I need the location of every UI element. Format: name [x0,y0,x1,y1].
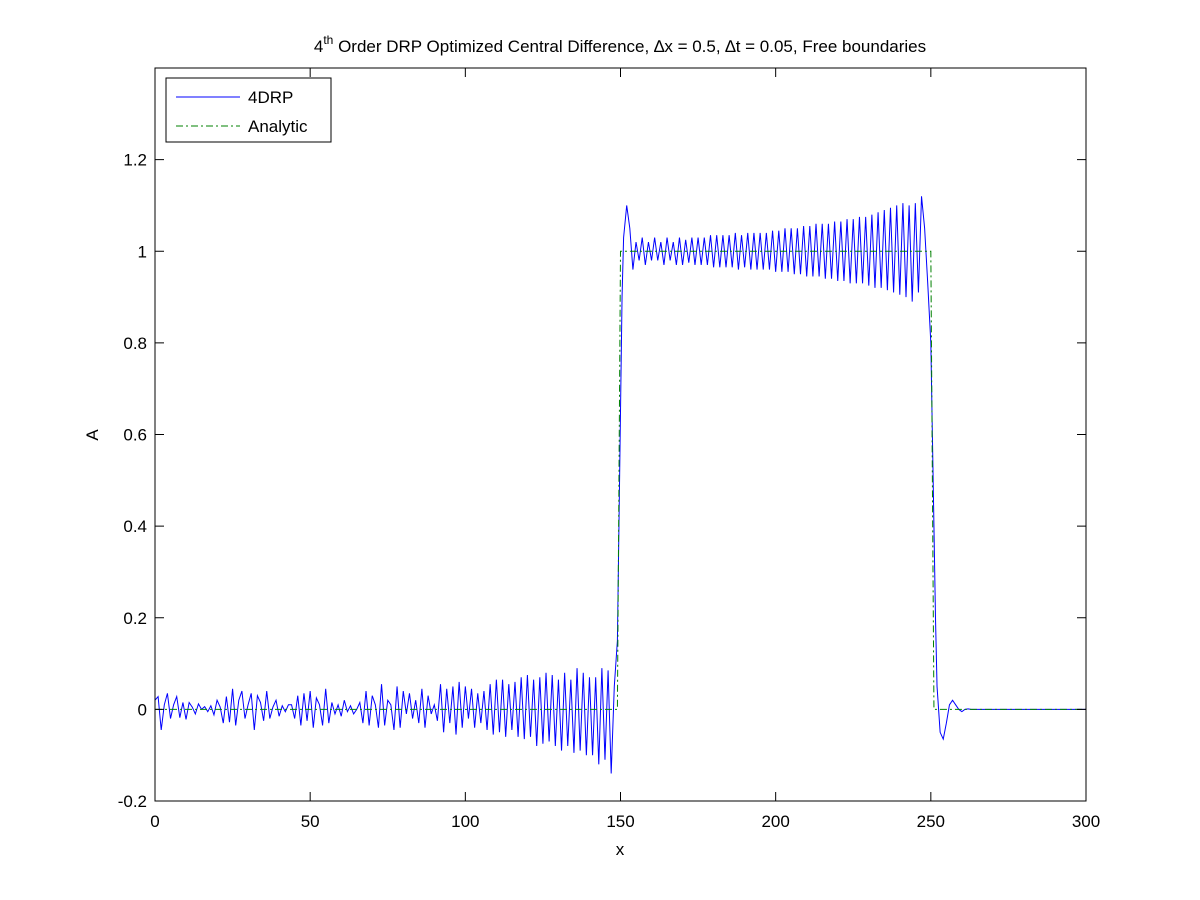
x-tick-label: 50 [301,812,320,831]
x-tick-label: 300 [1072,812,1100,831]
y-tick-label: 1.2 [123,151,147,170]
series-layer [154,196,1086,774]
ticks-layer: 0 50 100 150 200 250 300-0.200.20.40.60.811.2 [118,68,1100,831]
chart-title: 4th Order DRP Optimized Central Differen… [314,33,926,56]
y-tick-label: 0.8 [123,334,147,353]
series-line-4drp [154,196,1086,774]
x-tick-label: 250 [917,812,945,831]
y-tick-label: 0.4 [123,517,147,536]
x-tick-label: 100 [451,812,479,831]
legend: 4DRP Analytic [165,77,332,143]
legend-label-4drp: 4DRP [248,88,293,107]
legend-label-analytic: Analytic [248,117,308,136]
x-tick-label: 0 [150,812,159,831]
x-axis-label: x [616,840,625,859]
legend-box [165,77,332,143]
series-line-analytic [155,250,1086,710]
y-tick-label: 0.2 [123,609,147,628]
x-tick-label: 200 [761,812,789,831]
x-tick-label: 150 [606,812,634,831]
y-tick-label: 1 [138,242,147,261]
y-tick-label: -0.2 [118,792,147,811]
y-tick-label: 0 [138,700,147,719]
y-tick-label: 0.6 [123,426,147,445]
y-axis-label: A [83,429,102,441]
